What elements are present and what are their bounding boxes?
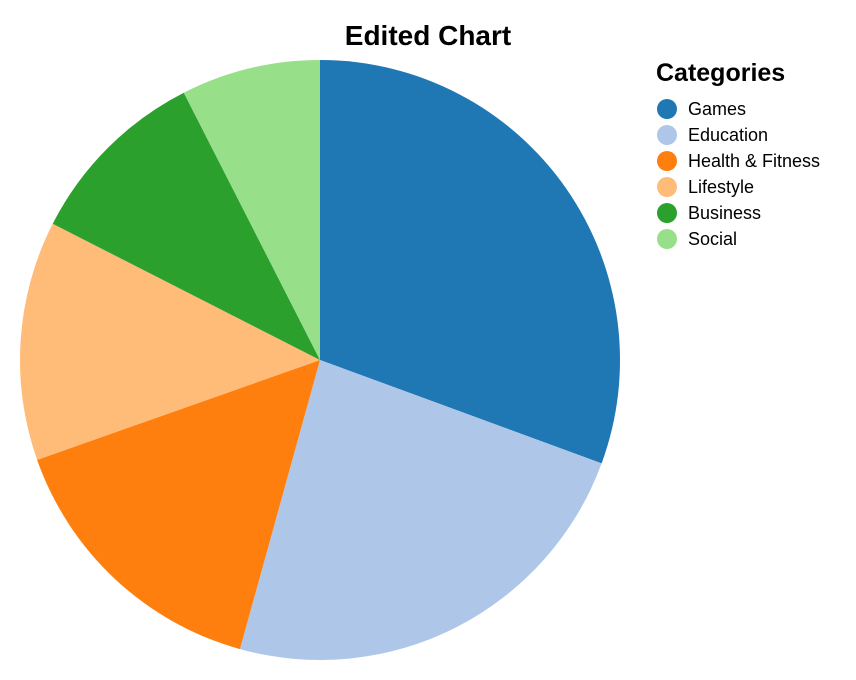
legend-label: Lifestyle [688, 177, 754, 197]
legend-label: Education [688, 125, 768, 145]
legend-swatch [657, 229, 677, 249]
legend-swatch [657, 125, 677, 145]
legend-item-lifestyle: Lifestyle [657, 177, 754, 197]
legend-swatch [657, 151, 677, 171]
chart-title: Edited Chart [345, 20, 511, 51]
legend-label: Business [688, 203, 761, 223]
legend-item-business: Business [657, 203, 761, 223]
legend-item-social: Social [657, 229, 737, 249]
legend-swatch [657, 99, 677, 119]
legend-label: Games [688, 99, 746, 119]
legend: Games Education Health & Fitness Lifestyle B… [657, 99, 820, 249]
legend-title: Categories [656, 59, 785, 87]
legend-swatch [657, 203, 677, 223]
pie-slice-business [52, 92, 320, 360]
pie-slice-health-fitness [37, 360, 320, 650]
legend-label: Social [688, 229, 737, 249]
legend-item-education: Education [657, 125, 768, 145]
pie-slice-education [239, 360, 602, 661]
pie-slice-lifestyle [19, 223, 320, 460]
legend-item-games: Games [657, 99, 746, 119]
legend-swatch [657, 177, 677, 197]
pie-slices [19, 60, 620, 661]
pie-slice-social [183, 60, 320, 360]
legend-label: Health & Fitness [688, 151, 820, 171]
legend-item-health-fitness: Health & Fitness [657, 151, 820, 171]
pie-slice-games [320, 60, 620, 464]
